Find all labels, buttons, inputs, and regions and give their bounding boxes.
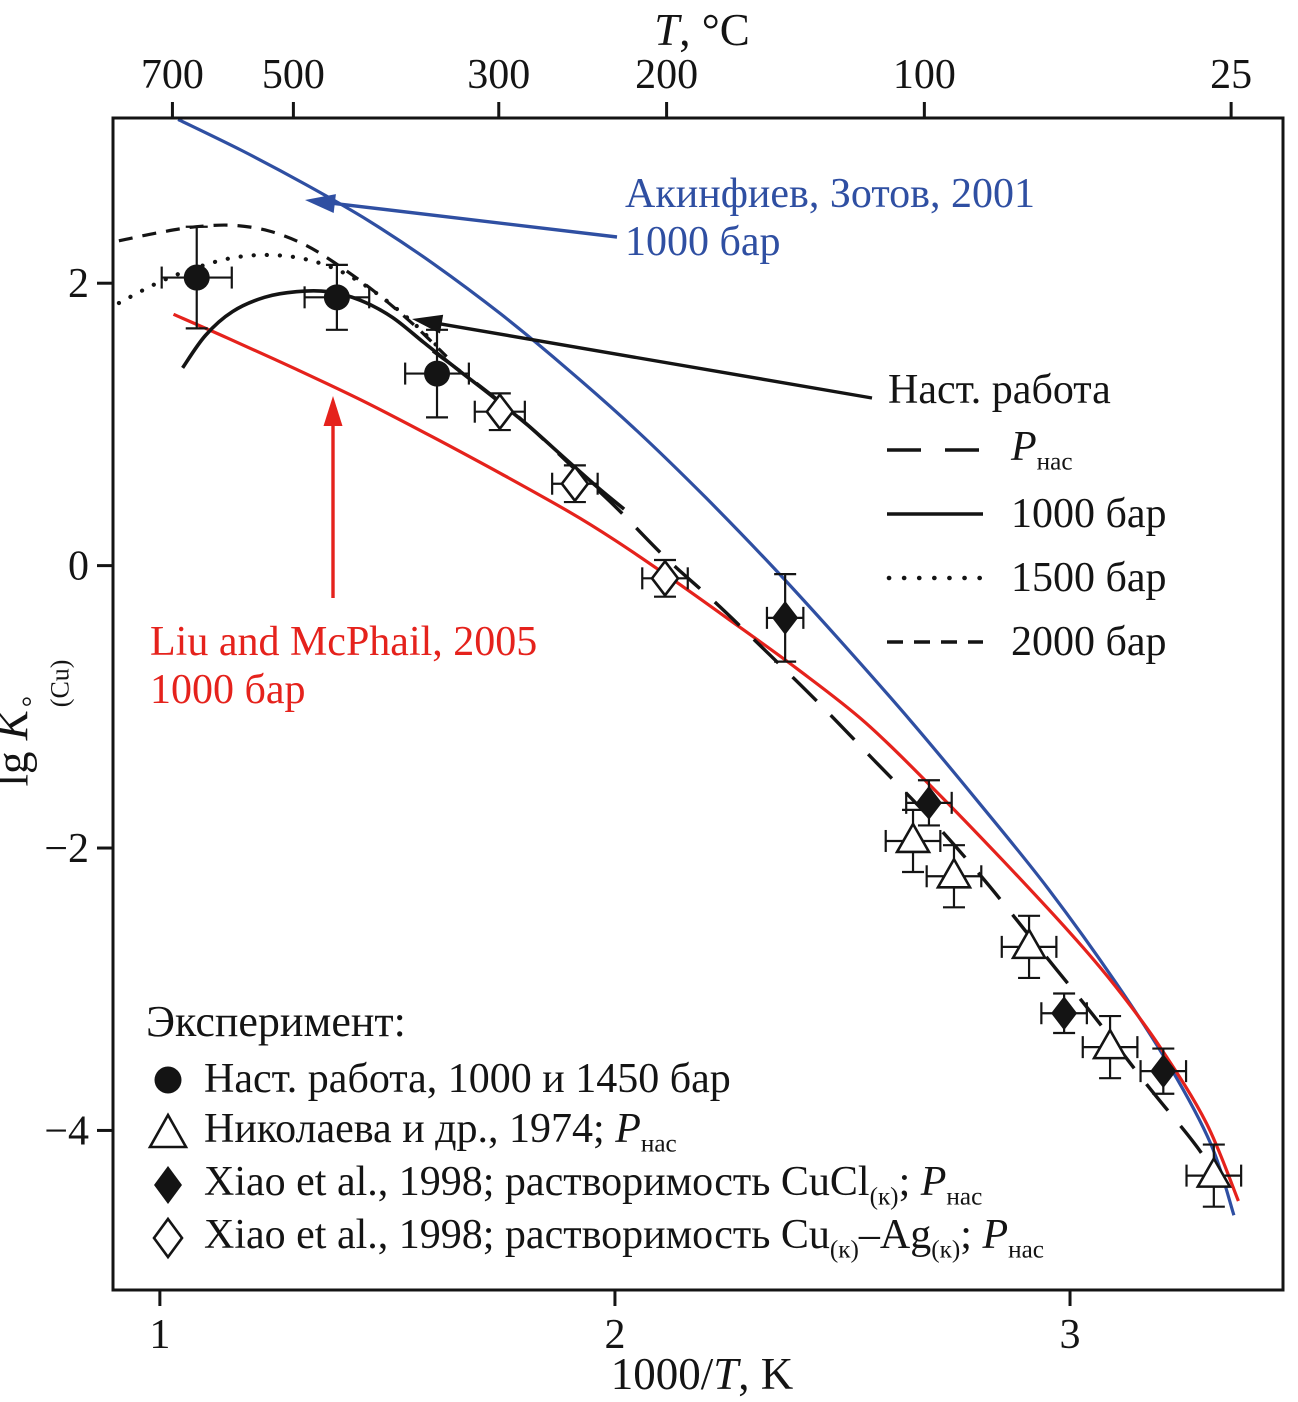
marker-diamond-open (650, 559, 680, 598)
bottom-axis: 1 2 3 (149, 1290, 1081, 1358)
marker-diamond-open (560, 464, 590, 503)
top-tick-label: 700 (141, 52, 204, 98)
marker-triangle-open (1010, 927, 1048, 960)
marker-triangle-open (1195, 1156, 1233, 1188)
scatter-xiao-1998-cucl (765, 572, 1188, 1095)
experiment-legend-item-nikolaeva: Николаева и др., 1974; Pнас (146, 1105, 1044, 1158)
scatter-layer (160, 225, 1243, 1208)
solid-line-sample-icon (887, 512, 983, 516)
y-axis-title-prefix: lg (0, 751, 38, 787)
y-axis-title-symbol: K (0, 710, 38, 740)
annotation-akinfiev: Акинфиев, Зотов, 2001 1000 бар (625, 170, 1035, 267)
open-triangle-marker-icon (147, 1111, 189, 1148)
y-axis-title-sub: (Cu) (45, 659, 75, 708)
model-legend-item-2000bar: 2000 бар (885, 610, 1167, 674)
y-axis-title: lg K°(Cu) (0, 659, 75, 787)
model-legend-item-psat: Pнас (885, 418, 1167, 482)
left-tick-label: −4 (44, 1108, 89, 1154)
top-tick-label: 100 (893, 52, 956, 98)
marker-diamond-filled (1150, 1054, 1177, 1089)
top-axis-title-unit: , °C (679, 5, 750, 55)
model-legend-item-1000bar: 1000 бар (885, 482, 1167, 546)
marker-diamond-filled (1051, 996, 1078, 1031)
top-tick-label: 300 (467, 52, 530, 98)
scatter-xiao-1998-cu-ag (473, 392, 689, 598)
exp-item-text-2: Xiao et al., 1998; растворимость CuCl(к)… (204, 1158, 983, 1211)
bottom-tick-label: 1 (149, 1312, 170, 1358)
top-tick-label: 500 (262, 52, 325, 98)
y-axis-title-sup: ° (17, 695, 49, 708)
bottom-tick-label: 3 (1060, 1312, 1081, 1358)
bottom-axis-title-prefix: 1000/ (610, 1349, 714, 1399)
scatter-present-work-points (160, 225, 470, 419)
model-legend-label-1000bar: 1000 бар (1011, 491, 1167, 537)
annotation-akinfiev-line2: 1000 бар (625, 219, 781, 266)
top-axis-title: T, °C (654, 4, 750, 56)
marker-diamond-open (485, 392, 515, 431)
model-legend-label-1500bar: 1500 бар (1011, 555, 1167, 601)
shortdash-line-sample-icon (887, 640, 983, 644)
annotation-liu-line1: Liu and McPhail, 2005 (150, 619, 538, 665)
left-axis: 2 0 −2 −4 (44, 261, 113, 1154)
present-work-arrow-icon (412, 314, 873, 400)
scatter-nikolaeva-1974 (884, 808, 1243, 1208)
curve-liu-mcphail-2005-1000bar (172, 312, 1240, 1202)
model-legend-label-2000bar: 2000 бар (1011, 619, 1167, 665)
curve-akinfiev-zotov-2001-1000bar (177, 118, 1236, 1216)
exp-item-text-1: Николаева и др., 1974; Pнас (204, 1105, 677, 1158)
marker-triangle-open (935, 856, 973, 889)
left-tick-label: 2 (68, 261, 89, 307)
experiment-legend: Эксперимент: Наст. работа, 1000 и 1450 б… (146, 996, 1044, 1264)
exp-item-text-3: Xiao et al., 1998; растворимость Cu(к)–A… (204, 1211, 1044, 1264)
marker-circle-filled (424, 360, 451, 387)
experiment-legend-item-xiao-cu-ag: Xiao et al., 1998; растворимость Cu(к)–A… (146, 1211, 1044, 1264)
exp-item-text-0: Наст. работа, 1000 и 1450 бар (204, 1055, 731, 1102)
model-legend: Pнас 1000 бар 1500 бар 2000 бар (885, 418, 1167, 674)
left-tick-label: −2 (44, 826, 89, 872)
experiment-legend-item-xiao-cucl: Xiao et al., 1998; растворимость CuCl(к)… (146, 1158, 1044, 1211)
akinfiev-arrow-icon (305, 194, 618, 239)
annotation-akinfiev-line1: Акинфиев, Зотов, 2001 (625, 171, 1035, 217)
marker-triangle-open (894, 821, 932, 854)
filled-diamond-marker-icon (154, 1165, 182, 1204)
curve-present-work-psat (431, 349, 1222, 1185)
experiment-legend-item-present: Наст. работа, 1000 и 1450 бар (146, 1052, 1044, 1105)
longdash-line-sample-icon (887, 448, 983, 452)
marker-circle-filled (183, 264, 210, 291)
model-legend-label-psat: Pнас (1011, 424, 1073, 476)
bottom-axis-title-symbol: T (713, 1349, 739, 1399)
marker-circle-filled (323, 284, 350, 311)
open-diamond-marker-icon (152, 1216, 184, 1259)
top-tick-label: 25 (1210, 52, 1252, 98)
top-axis: 700 500 300 200 100 25 (141, 52, 1252, 118)
y-axis-title-scripts: ° (Cu) (17, 659, 75, 708)
filled-circle-marker-icon (154, 1066, 182, 1093)
annotation-present-work: Наст. работа (888, 367, 1111, 413)
curve-present-work-2000bar (118, 223, 448, 358)
curve-present-work-1500bar (116, 252, 445, 354)
bottom-tick-label: 2 (604, 1312, 625, 1358)
marker-diamond-filled (915, 785, 942, 820)
left-tick-label: 0 (68, 544, 89, 590)
annotation-liu-line2: 1000 бар (150, 667, 306, 714)
curves-layer (116, 118, 1240, 1216)
top-axis-title-symbol: T (654, 5, 680, 55)
liu-arrow-icon (323, 396, 343, 598)
bottom-axis-title-unit: , K (738, 1349, 794, 1399)
model-legend-item-1500bar: 1500 бар (885, 546, 1167, 610)
experiment-legend-header: Эксперимент: (146, 997, 406, 1046)
annotation-liu: Liu and McPhail, 2005 1000 бар (150, 618, 537, 715)
dotted-line-sample-icon (886, 575, 985, 581)
curve-present-work-1000bar (181, 289, 626, 511)
bottom-axis-title: 1000/T, K (611, 1348, 794, 1400)
marker-diamond-filled (772, 600, 799, 635)
plot-frame (111, 116, 1285, 1292)
marker-triangle-open (1091, 1027, 1129, 1060)
top-tick-label: 200 (635, 52, 698, 98)
